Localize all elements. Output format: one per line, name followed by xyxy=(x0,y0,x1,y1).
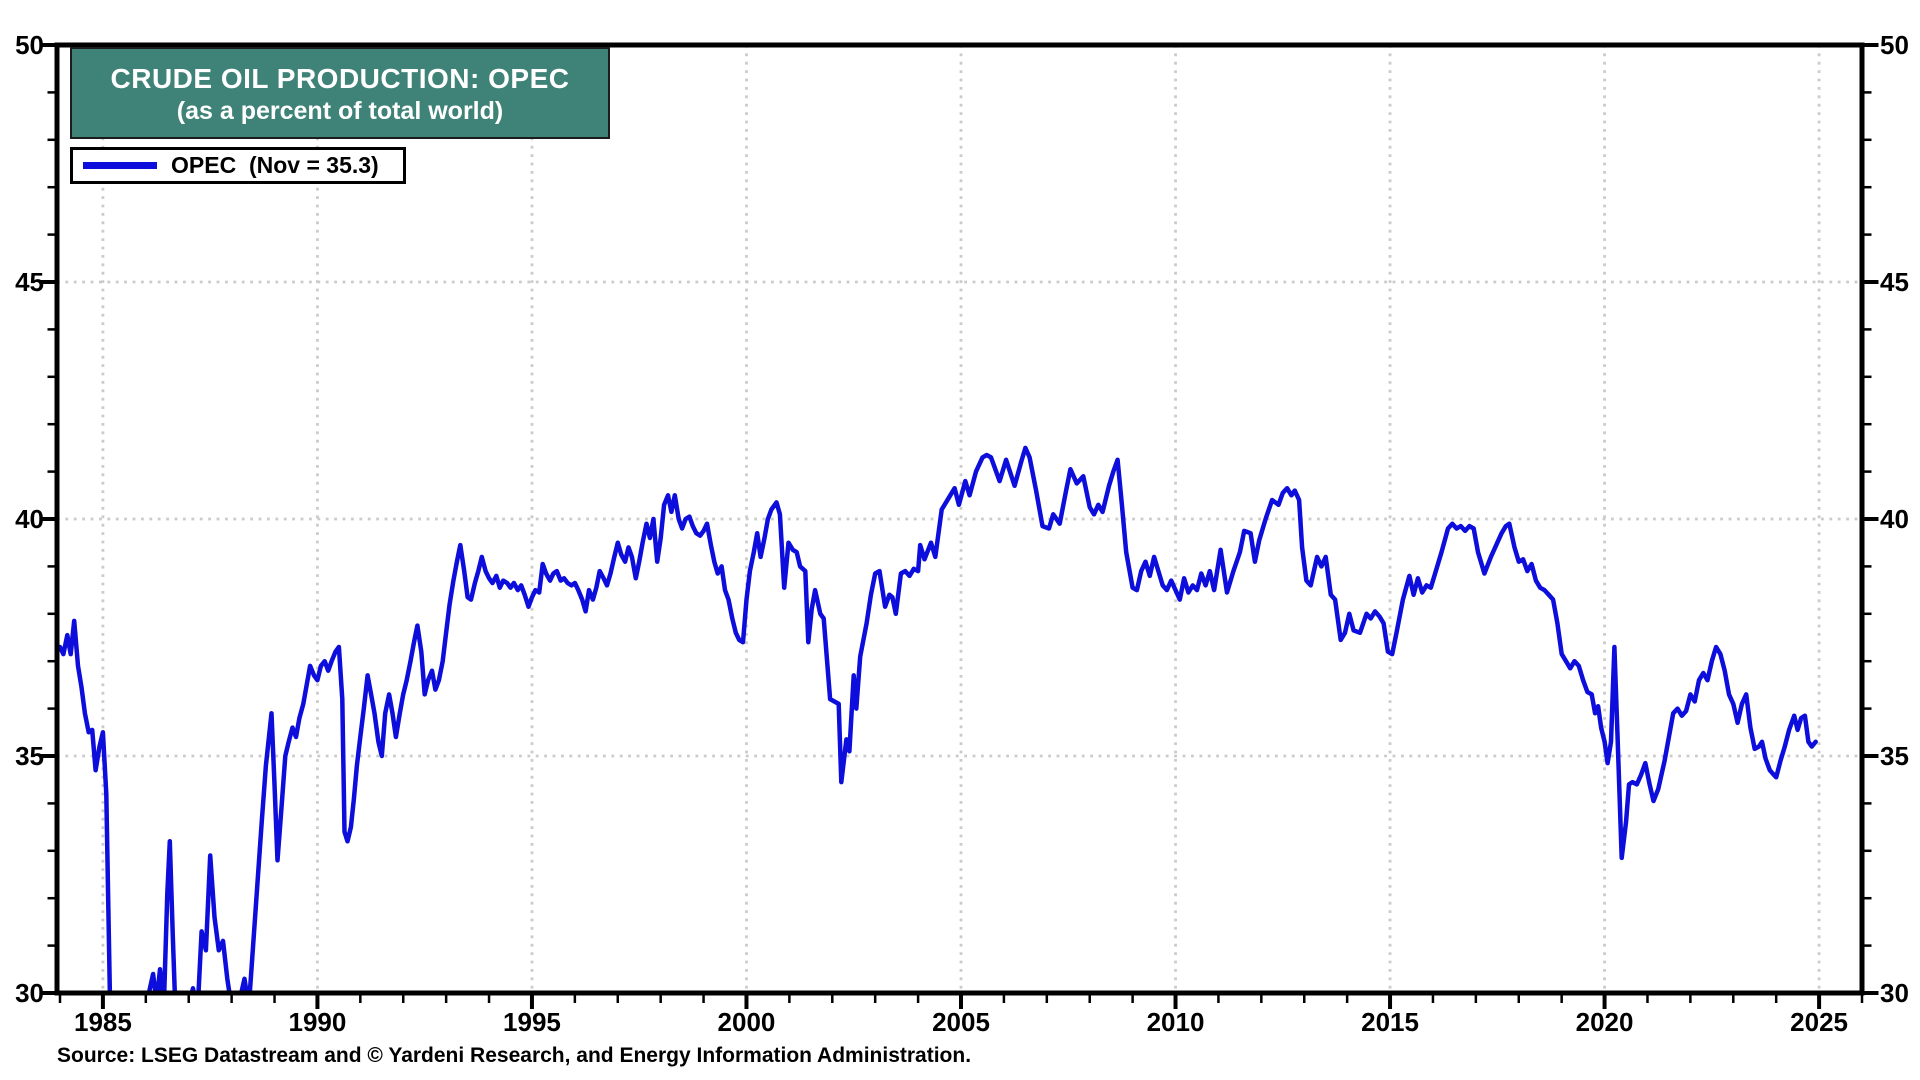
y-axis-label-left: 40 xyxy=(15,504,44,534)
x-axis-label: 1995 xyxy=(503,1007,561,1037)
y-axis-label-right: 40 xyxy=(1880,504,1909,534)
chart-title-box: CRUDE OIL PRODUCTION: OPEC (as a percent… xyxy=(70,47,610,139)
chart-subtitle: (as a percent of total world) xyxy=(176,96,504,125)
x-axis-label: 1990 xyxy=(289,1007,347,1037)
y-axis-label-right: 45 xyxy=(1880,267,1909,297)
y-axis-label-left: 50 xyxy=(15,30,44,60)
y-axis-label-right: 30 xyxy=(1880,978,1909,1008)
x-axis-label: 1985 xyxy=(74,1007,132,1037)
chart-legend: OPEC (Nov = 35.3) xyxy=(70,147,406,184)
y-axis-label-right: 50 xyxy=(1880,30,1909,60)
y-axis-label-left: 30 xyxy=(15,978,44,1008)
source-attribution: Source: LSEG Datastream and © Yardeni Re… xyxy=(57,1044,972,1067)
plot-frame xyxy=(54,42,1865,996)
x-axis-label: 2000 xyxy=(718,1007,776,1037)
x-axis-label: 2010 xyxy=(1147,1007,1205,1037)
opec-share-data-line xyxy=(57,445,1818,993)
y-axis-label-left: 35 xyxy=(15,741,44,771)
opec-series-label: OPEC (Nov = 35.3) xyxy=(171,152,379,178)
x-axis-label: 2015 xyxy=(1361,1007,1419,1037)
y-axis-label-left: 45 xyxy=(15,267,44,297)
x-axis-label: 2020 xyxy=(1576,1007,1634,1037)
opec-series-swatch-icon xyxy=(83,162,157,169)
x-axis-label: 2005 xyxy=(932,1007,990,1037)
y-axis-label-right: 35 xyxy=(1880,741,1909,771)
chart-title: CRUDE OIL PRODUCTION: OPEC xyxy=(110,62,570,94)
x-axis-label: 2025 xyxy=(1790,1007,1848,1037)
